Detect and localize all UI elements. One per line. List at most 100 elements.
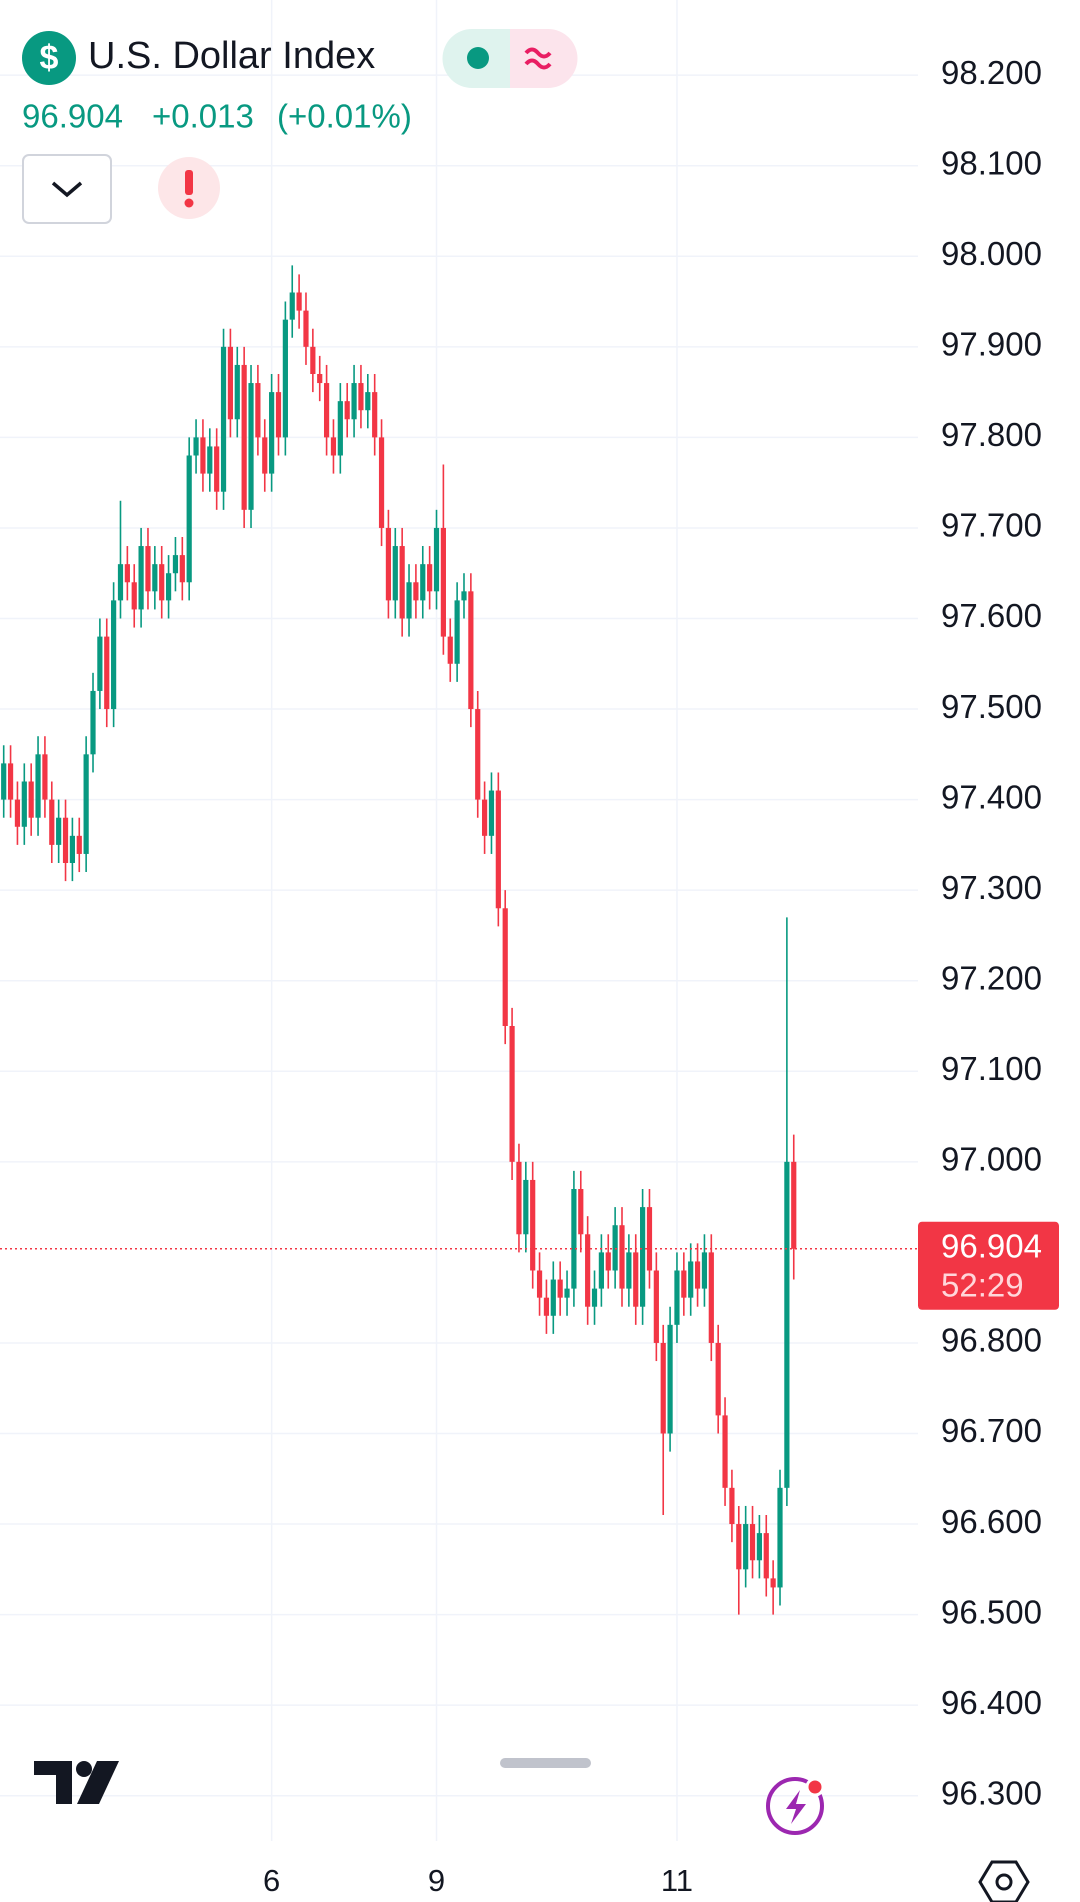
candle-body xyxy=(550,1279,556,1316)
candle-body xyxy=(763,1533,769,1579)
candle-body xyxy=(165,573,172,601)
candle-body xyxy=(49,799,55,845)
candle-body xyxy=(447,636,453,664)
y-tick-label: 98.100 xyxy=(941,144,1042,181)
candle-body xyxy=(633,1252,639,1307)
candle-body xyxy=(667,1324,673,1434)
candles xyxy=(1,265,797,1615)
candle-body xyxy=(241,364,247,510)
lightning-button[interactable] xyxy=(766,1777,825,1835)
tv-logo xyxy=(34,1761,119,1804)
candle-body xyxy=(777,1487,783,1588)
change: +0.013 xyxy=(152,98,254,135)
y-tick-label: 97.300 xyxy=(941,869,1042,906)
candle-body xyxy=(117,564,124,601)
candle-body xyxy=(708,1252,714,1343)
y-tick-label: 98.200 xyxy=(941,54,1042,91)
candle-body xyxy=(234,364,240,420)
candle-body xyxy=(193,437,199,456)
candle-body xyxy=(756,1533,762,1561)
candle-body xyxy=(255,383,261,438)
candle-body xyxy=(605,1252,611,1271)
candle-body xyxy=(399,546,405,619)
x-tick-label: 11 xyxy=(661,1863,693,1898)
axis: 96.300 96.400 96.500 96.600 96.700 96.800 97.0… xyxy=(0,54,1059,1898)
candle-body xyxy=(358,383,364,411)
candle-body xyxy=(392,546,398,601)
dropdown-box xyxy=(22,154,112,224)
candle-body xyxy=(214,446,220,492)
x-tick-label: 9 xyxy=(428,1863,445,1898)
candle-body xyxy=(564,1288,570,1298)
candle-body xyxy=(701,1252,708,1289)
alert-button[interactable] xyxy=(158,157,220,219)
candle-body xyxy=(269,392,275,474)
candle-body xyxy=(56,817,62,845)
candle-body xyxy=(749,1524,756,1561)
drag-handle[interactable] xyxy=(500,1758,591,1768)
candle-body xyxy=(406,582,412,619)
candle-body xyxy=(14,799,21,827)
logo-symbol: $ xyxy=(40,39,59,77)
candle-body xyxy=(296,292,302,311)
countdown: 52:29 xyxy=(941,1266,1024,1303)
y-tick-label: 96.700 xyxy=(941,1412,1042,1449)
lightning-ring xyxy=(766,1777,824,1835)
candle-body xyxy=(509,1025,515,1162)
last-price-tag xyxy=(918,1221,1059,1310)
candle-body xyxy=(200,437,206,474)
candle-body xyxy=(482,799,488,836)
candle-body xyxy=(344,401,350,420)
y-tick-label: 97.700 xyxy=(941,507,1042,544)
candle-body xyxy=(523,1179,529,1235)
candle-body xyxy=(585,1234,591,1307)
y-tick-label: 96.300 xyxy=(941,1774,1042,1811)
candle-body xyxy=(420,564,426,601)
chevron xyxy=(51,181,83,198)
candle-body xyxy=(275,392,282,438)
candle-body xyxy=(28,781,34,818)
candle-body xyxy=(172,555,179,574)
y-tick-label: 98.000 xyxy=(941,235,1042,272)
candle-body xyxy=(227,346,234,420)
logo-part xyxy=(77,1761,119,1804)
candle-body xyxy=(186,455,192,583)
candle-body xyxy=(736,1524,742,1570)
candle-body xyxy=(619,1225,625,1289)
candle-body xyxy=(502,908,508,1026)
candle-body xyxy=(7,763,14,800)
candle-body xyxy=(76,835,82,854)
delay-status xyxy=(510,29,578,88)
settings-icon[interactable] xyxy=(978,1860,1030,1902)
title: U.S. Dollar Index xyxy=(88,35,375,77)
candle-body xyxy=(131,582,137,610)
y-tick-label: 97.600 xyxy=(941,597,1042,634)
candle-body xyxy=(475,709,481,800)
candle-body xyxy=(220,346,227,492)
candle-body xyxy=(124,564,130,583)
candle-body xyxy=(653,1270,659,1343)
candle-body xyxy=(743,1524,749,1570)
candle-body xyxy=(461,591,467,601)
candle-body xyxy=(598,1252,604,1289)
price: 96.904 xyxy=(22,98,123,135)
candle-body xyxy=(179,555,185,583)
last-price-label: 96.904 xyxy=(941,1227,1042,1264)
candle-body xyxy=(42,754,48,800)
candle-body xyxy=(385,527,392,601)
candle-body xyxy=(543,1297,550,1316)
logo-part xyxy=(34,1761,72,1804)
y-tick-label: 97.800 xyxy=(941,416,1042,453)
candle-body xyxy=(330,437,337,456)
y-tick-label: 97.500 xyxy=(941,688,1042,725)
status-dot xyxy=(467,47,489,69)
candle-body xyxy=(351,383,357,420)
status-pill[interactable] xyxy=(442,29,578,88)
candle-body xyxy=(784,1161,790,1488)
y-tick-label: 96.600 xyxy=(941,1503,1042,1540)
dropdown-button[interactable] xyxy=(22,154,112,224)
y-tick-label: 97.400 xyxy=(941,778,1042,815)
candle-body xyxy=(159,564,165,601)
candle-body xyxy=(646,1207,653,1271)
candle-body xyxy=(323,383,330,438)
